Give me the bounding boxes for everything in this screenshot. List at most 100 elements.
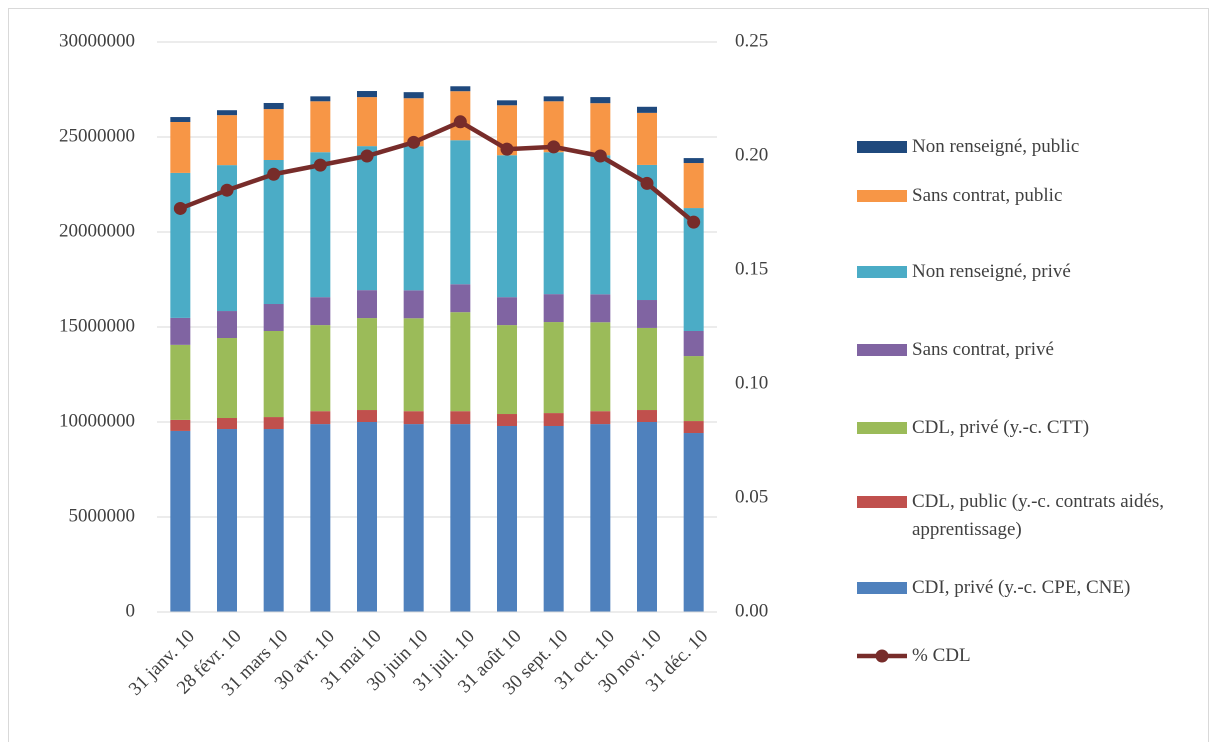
bar-segment — [357, 290, 377, 319]
bar-segment — [310, 101, 331, 153]
bar-segment — [543, 413, 564, 426]
bar-segment — [497, 325, 517, 415]
y-tick-label: 10000000 — [59, 410, 135, 431]
legend-swatch — [857, 422, 907, 434]
bar-segment — [590, 97, 611, 104]
bar-segment — [357, 318, 377, 411]
y2-tick-label: 0.25 — [735, 30, 768, 51]
legend-label: Non renseigné, privé — [912, 261, 1071, 282]
y2-tick-label: 0.20 — [735, 144, 768, 165]
bar-segment — [683, 433, 704, 612]
bar-segment — [403, 146, 424, 291]
bar-segment — [497, 155, 517, 298]
legend-swatch — [857, 266, 907, 278]
bar-segment — [357, 422, 377, 612]
y2-tick-label: 0.00 — [735, 600, 768, 621]
bar-segment — [217, 165, 237, 312]
bar-segment — [170, 430, 191, 612]
legend-swatch — [857, 141, 907, 153]
bar-segment — [543, 425, 564, 612]
line-marker — [547, 140, 561, 154]
legend-swatch — [875, 649, 889, 663]
bar-segment — [543, 294, 564, 323]
bar-segment — [590, 294, 611, 323]
bar-segment — [637, 112, 657, 165]
bar-segment — [217, 311, 237, 339]
bar-segment — [683, 163, 704, 209]
line-marker — [407, 135, 421, 149]
bar-segment — [543, 101, 564, 153]
bar-segment — [263, 159, 284, 305]
legend-label: CDL, public (y.-c. contrats aidés, appre… — [912, 491, 1165, 540]
bar-segment — [497, 105, 517, 156]
bar-segment — [403, 98, 424, 147]
bar-segment — [497, 297, 517, 326]
bar-segment — [310, 325, 331, 412]
bar-segment — [170, 344, 191, 420]
bar-segment — [590, 322, 611, 412]
legend-label: % CDL — [912, 645, 971, 666]
legend-label: CDI, privé (y.-c. CPE, CNE) — [912, 577, 1131, 598]
chart-border — [8, 8, 1209, 742]
line-marker — [173, 201, 187, 215]
bar-segment — [357, 91, 377, 98]
bar-segment — [263, 330, 284, 418]
legend-swatch — [857, 190, 907, 202]
bar-segment — [590, 424, 611, 612]
bar-segment — [170, 117, 191, 122]
y-tick-label: 20000000 — [59, 220, 135, 241]
line-marker — [593, 149, 607, 163]
bar-segment — [450, 284, 471, 313]
bar-segment — [403, 290, 424, 319]
bar-segment — [263, 429, 284, 612]
bar-segment — [263, 417, 284, 430]
bar-segment — [497, 100, 517, 106]
line-marker — [640, 176, 654, 190]
bar-segment — [497, 425, 517, 612]
bar-segment — [403, 411, 424, 425]
line-marker — [453, 115, 467, 129]
legend-swatch — [857, 344, 907, 356]
bar-segment — [450, 86, 471, 92]
line-marker — [500, 142, 514, 156]
bar-segment — [170, 121, 191, 173]
y-tick-label: 15000000 — [59, 315, 135, 336]
y-tick-label: 25000000 — [59, 125, 135, 146]
bar-segment — [170, 317, 191, 345]
y2-tick-label: 0.10 — [735, 372, 768, 393]
legend-swatch — [857, 496, 907, 508]
line-series — [179, 119, 696, 224]
bar-segment — [403, 424, 424, 612]
bar-segment — [310, 152, 331, 298]
bar-segment — [637, 164, 657, 301]
bar-segment — [310, 297, 331, 326]
bar-segment — [263, 102, 284, 110]
legend-label: Non renseigné, public — [912, 136, 1080, 157]
bar-segment — [357, 410, 377, 422]
line-marker — [313, 158, 327, 172]
bar-segment — [683, 208, 704, 331]
bar-segment — [217, 115, 237, 166]
y-tick-label: 30000000 — [59, 30, 135, 51]
bar-segment — [637, 106, 657, 113]
bar-segment — [497, 414, 517, 426]
bar-segment — [450, 411, 471, 425]
bar-segment — [263, 109, 284, 160]
bar-segment — [450, 312, 471, 412]
bar-segment — [403, 318, 424, 412]
y-tick-label: 0 — [126, 600, 136, 621]
legend-label: Sans contrat, public — [912, 185, 1063, 206]
bar-segment — [450, 140, 471, 285]
y-tick-label: 5000000 — [69, 505, 136, 526]
bar-segment — [590, 411, 611, 425]
bar-segment — [263, 304, 284, 331]
bar-segment — [310, 96, 331, 102]
bar-segment — [170, 419, 191, 431]
line-marker — [687, 215, 701, 229]
bar-segment — [637, 327, 657, 411]
bar-segment — [683, 421, 704, 434]
y2-tick-label: 0.15 — [735, 258, 768, 279]
bar-segment — [403, 92, 424, 99]
y2-tick-label: 0.05 — [735, 486, 768, 507]
bar-segment — [683, 158, 704, 164]
